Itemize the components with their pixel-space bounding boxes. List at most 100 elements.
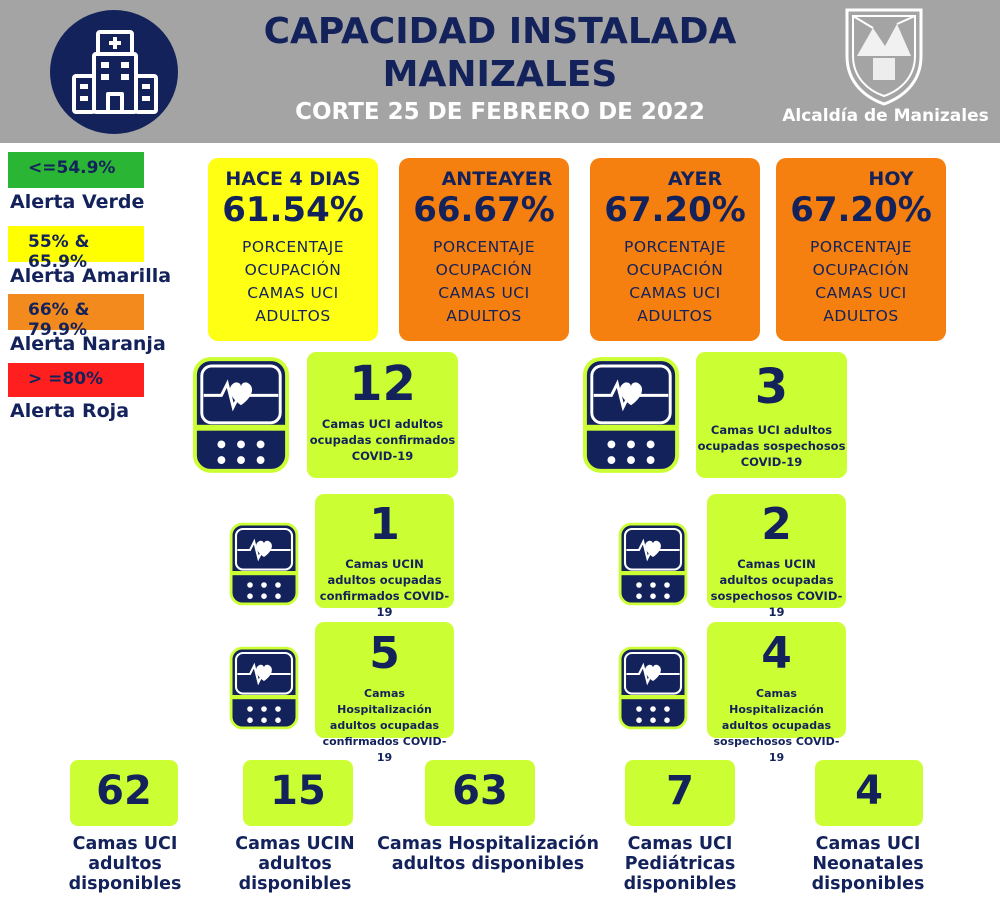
- available-label-line: Camas UCIN: [235, 834, 355, 854]
- stat-text: Camas UCIN: [345, 557, 424, 571]
- occupancy-period: AYER: [667, 168, 723, 190]
- available-label-line: adultos: [88, 854, 162, 874]
- stat-text: ocupadas confirmados: [309, 433, 456, 447]
- available-uci-neonatales-label: Camas UCI Neonatales disponibles: [798, 834, 938, 894]
- occupancy-desc-line: OCUPACIÓN: [435, 261, 533, 279]
- occupancy-desc-line: OCUPACIÓN: [812, 261, 910, 279]
- stat-value: 3: [754, 359, 789, 415]
- available-uci-adultos-value: 62: [70, 760, 178, 826]
- stat-value: 2: [761, 499, 792, 550]
- occupancy-desc-line: ADULTOS: [255, 307, 331, 325]
- stat-uci-sospechosos: 3 Camas UCI adultos ocupadas sospechosos…: [696, 352, 847, 478]
- occupancy-value: 66.67%: [413, 190, 555, 230]
- heart-monitor-icon: [618, 522, 688, 606]
- stat-text: Camas UCI adultos: [321, 417, 444, 431]
- stat-text: COVID-19: [351, 449, 414, 463]
- occupancy-card-hoy: HOY 67.20% PORCENTAJE OCUPACIÓN CAMAS UC…: [776, 158, 946, 341]
- available-hosp-adultos-label: Camas Hospitalización adultos disponible…: [370, 834, 606, 874]
- stat-ucin-sospechosos: 2 Camas UCIN adultos ocupadas sospechoso…: [707, 494, 846, 619]
- stat-text: Camas Hospitalización: [729, 687, 824, 716]
- stat-text: confirmados COVID-19: [319, 589, 450, 619]
- available-uci-pediatricas-value: 7: [625, 760, 735, 826]
- occupancy-value: 61.54%: [222, 190, 364, 230]
- available-label-line: Camas Hospitalización: [377, 834, 599, 854]
- available-label-line: disponibles: [811, 874, 925, 894]
- stat-uci-confirmados: 12 Camas UCI adultos ocupadas confirmado…: [307, 352, 458, 478]
- stat-text: sospechosos COVID-19: [713, 735, 840, 764]
- stat-text: adultos ocupadas: [721, 719, 832, 732]
- hospital-icon: [72, 30, 158, 114]
- header: CAPACIDAD INSTALADA MANIZALES CORTE 25 D…: [0, 0, 1000, 143]
- legend-roja-label: Alerta Roja: [10, 400, 130, 422]
- hospital-logo: [50, 10, 178, 134]
- available-label-line: adultos: [258, 854, 332, 874]
- occupancy-desc-line: PORCENTAJE: [242, 238, 344, 256]
- occupancy-card-anteayer: ANTEAYER 66.67% PORCENTAJE OCUPACIÓN CAM…: [399, 158, 569, 341]
- occupancy-desc-line: CAMAS UCI: [815, 284, 907, 302]
- available-label-line: Camas UCI: [815, 834, 921, 854]
- legend-verde-box: <=54.9%: [8, 152, 144, 188]
- available-label-line: disponibles: [623, 874, 737, 894]
- stat-text: adultos ocupadas: [327, 573, 442, 587]
- legend-amarilla-box: 55% & 65.9%: [8, 226, 144, 272]
- page-title-line1: CAPACIDAD INSTALADA: [263, 11, 737, 52]
- available-uci-adultos-label: Camas UCI adultos disponibles: [55, 834, 195, 894]
- occupancy-desc-line: ADULTOS: [637, 307, 713, 325]
- org-label: Alcaldía de Manizales: [782, 106, 989, 126]
- occupancy-value: 67.20%: [790, 190, 932, 230]
- available-ucin-adultos-value: 15: [243, 760, 353, 826]
- heart-monitor-icon: [618, 646, 688, 730]
- legend-naranja-box: 66% & 79.9%: [8, 294, 144, 340]
- available-uci-neonatales-value: 4: [815, 760, 923, 826]
- stat-text: Camas Hospitalización: [337, 687, 432, 716]
- legend-verde-label: Alerta Verde: [10, 191, 145, 213]
- stat-text: ocupadas sospechosos: [697, 439, 846, 453]
- available-label-line: adultos disponibles: [391, 854, 585, 874]
- occupancy-period: ANTEAYER: [441, 168, 553, 190]
- stat-value: 12: [349, 356, 416, 412]
- stat-value: 5: [369, 628, 400, 679]
- available-label-line: Pediátricas: [624, 854, 736, 874]
- stat-text: sospechosos COVID-19: [710, 589, 843, 619]
- occupancy-desc-line: OCUPACIÓN: [244, 261, 342, 279]
- heart-monitor-icon: [192, 356, 290, 474]
- legend-naranja-label: Alerta Naranja: [10, 333, 166, 355]
- available-ucin-adultos-label: Camas UCIN adultos disponibles: [225, 834, 365, 894]
- stat-hosp-sospechosos: 4 Camas Hospitalización adultos ocupadas…: [707, 622, 846, 764]
- available-label-line: Camas UCI: [72, 834, 178, 854]
- occupancy-desc-line: CAMAS UCI: [247, 284, 339, 302]
- stat-text: adultos ocupadas: [719, 573, 834, 587]
- available-label-line: disponibles: [68, 874, 182, 894]
- available-label-line: Camas UCI: [627, 834, 733, 854]
- occupancy-desc-line: PORCENTAJE: [433, 238, 535, 256]
- heart-monitor-icon: [229, 522, 299, 606]
- available-hosp-adultos-value: 63: [425, 760, 535, 826]
- occupancy-period: HOY: [868, 168, 914, 190]
- available-label-line: disponibles: [238, 874, 352, 894]
- occupancy-desc-line: OCUPACIÓN: [626, 261, 724, 279]
- stat-text: COVID-19: [740, 455, 803, 469]
- stat-hosp-confirmados: 5 Camas Hospitalización adultos ocupadas…: [315, 622, 454, 764]
- occupancy-card-4days: HACE 4 DIAS 61.54% PORCENTAJE OCUPACIÓN …: [208, 158, 378, 341]
- stat-text: Camas UCI adultos: [710, 423, 833, 437]
- stat-value: 4: [761, 628, 792, 679]
- heart-monitor-icon: [582, 356, 680, 474]
- heart-monitor-icon: [229, 646, 299, 730]
- available-uci-pediatricas-label: Camas UCI Pediátricas disponibles: [610, 834, 750, 894]
- legend-roja-box: > =80%: [8, 363, 144, 397]
- stat-ucin-confirmados: 1 Camas UCIN adultos ocupadas confirmado…: [315, 494, 454, 619]
- stat-value: 1: [369, 499, 400, 550]
- coat-of-arms-icon: [845, 8, 923, 106]
- stat-text: Camas UCIN: [737, 557, 816, 571]
- page-title-line2: MANIZALES: [382, 54, 618, 95]
- occupancy-desc-line: PORCENTAJE: [810, 238, 912, 256]
- stat-text: adultos ocupadas: [329, 719, 440, 732]
- occupancy-desc-line: ADULTOS: [823, 307, 899, 325]
- available-label-line: Neonatales: [812, 854, 924, 874]
- occupancy-card-ayer: AYER 67.20% PORCENTAJE OCUPACIÓN CAMAS U…: [590, 158, 760, 341]
- page-subtitle: CORTE 25 DE FEBRERO DE 2022: [295, 99, 705, 125]
- stat-text: confirmados COVID-19: [322, 735, 447, 764]
- occupancy-desc-line: CAMAS UCI: [629, 284, 721, 302]
- occupancy-desc-line: PORCENTAJE: [624, 238, 726, 256]
- occupancy-value: 67.20%: [604, 190, 746, 230]
